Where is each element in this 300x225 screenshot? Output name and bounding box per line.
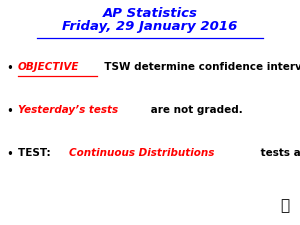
Text: AP Statistics: AP Statistics bbox=[103, 7, 197, 20]
Text: Friday, 29 January 2016: Friday, 29 January 2016 bbox=[62, 20, 238, 33]
Text: Yesterday’s tests: Yesterday’s tests bbox=[18, 105, 118, 115]
Text: TSW determine confidence intervals.: TSW determine confidence intervals. bbox=[98, 62, 300, 72]
Text: Continuous Distributions: Continuous Distributions bbox=[70, 148, 215, 158]
Text: •: • bbox=[6, 105, 13, 118]
Text: •: • bbox=[6, 148, 13, 161]
Text: OBJECTIVE: OBJECTIVE bbox=[18, 62, 80, 72]
Text: tests are graded.: tests are graded. bbox=[257, 148, 300, 158]
Text: TEST:: TEST: bbox=[18, 148, 58, 158]
Text: are not graded.: are not graded. bbox=[147, 105, 243, 115]
Text: 🦔: 🦔 bbox=[280, 198, 290, 213]
Text: •: • bbox=[6, 62, 13, 75]
